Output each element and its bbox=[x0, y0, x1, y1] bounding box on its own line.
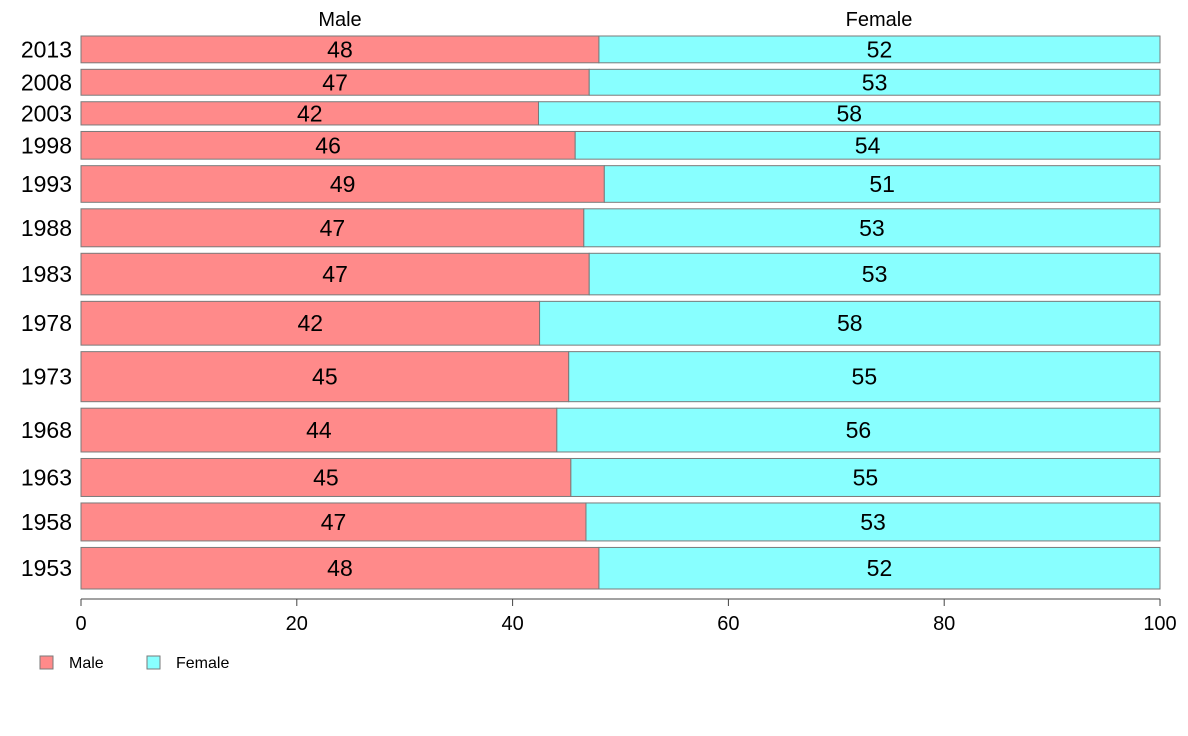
data-label-female-1958: 53 bbox=[860, 509, 886, 535]
x-tick-label-80: 80 bbox=[933, 613, 955, 635]
legend-swatch-female bbox=[146, 655, 161, 670]
bar-male-1998 bbox=[80, 130, 576, 160]
bar-row-1973: 45 55 1973 bbox=[21, 351, 1161, 403]
bar-row-1978: 42 58 1978 bbox=[21, 300, 1161, 346]
data-label-male-2003: 42 bbox=[297, 100, 323, 126]
bar-female-1963 bbox=[570, 457, 1161, 497]
bar-row-1968: 44 56 1968 bbox=[21, 407, 1161, 453]
bar-female-1998 bbox=[574, 130, 1161, 160]
bar-female-2013 bbox=[598, 35, 1161, 64]
category-label-2008: 2008 bbox=[21, 69, 72, 95]
data-label-male-1993: 49 bbox=[330, 171, 356, 197]
column-header-female: Female bbox=[846, 9, 913, 31]
bar-male-1953 bbox=[80, 546, 600, 590]
bar-female-1983 bbox=[588, 252, 1161, 296]
bar-row-1963: 45 55 1963 bbox=[21, 457, 1161, 497]
bar-female-1993 bbox=[603, 165, 1161, 203]
data-label-female-2013: 52 bbox=[867, 36, 893, 62]
data-label-male-1973: 45 bbox=[312, 364, 338, 390]
bar-female-2003 bbox=[537, 101, 1161, 126]
data-label-female-1953: 52 bbox=[867, 555, 893, 581]
bars-group: 48 52 2013 47 53 2008 42 58 2003 46 54 1998 49 51 1993… bbox=[21, 35, 1161, 590]
data-label-male-2008: 47 bbox=[322, 69, 348, 95]
bar-female-1978 bbox=[539, 300, 1161, 346]
category-label-1983: 1983 bbox=[21, 261, 72, 287]
category-label-1963: 1963 bbox=[21, 464, 72, 490]
data-label-male-2013: 48 bbox=[327, 36, 353, 62]
x-tick-label-20: 20 bbox=[286, 613, 308, 635]
bar-row-1993: 49 51 1993 bbox=[21, 165, 1161, 203]
x-tick-label-100: 100 bbox=[1143, 613, 1176, 635]
bar-female-1973 bbox=[568, 351, 1161, 403]
data-label-male-1998: 46 bbox=[315, 132, 341, 158]
data-label-female-1973: 55 bbox=[852, 364, 878, 390]
category-label-1988: 1988 bbox=[21, 215, 72, 241]
data-label-male-1988: 47 bbox=[320, 215, 346, 241]
data-label-female-1978: 58 bbox=[837, 310, 863, 336]
data-label-male-1963: 45 bbox=[313, 464, 339, 490]
category-label-1998: 1998 bbox=[21, 132, 72, 158]
bar-male-2013 bbox=[80, 35, 600, 64]
data-label-female-1998: 54 bbox=[855, 132, 881, 158]
data-label-male-1953: 48 bbox=[327, 555, 353, 581]
bar-male-1958 bbox=[80, 502, 587, 542]
data-label-female-2008: 53 bbox=[862, 69, 888, 95]
legend-label-female: Female bbox=[176, 655, 229, 672]
bar-male-1968 bbox=[80, 407, 558, 453]
category-label-1993: 1993 bbox=[21, 171, 72, 197]
bar-row-2008: 47 53 2008 bbox=[21, 68, 1161, 96]
data-label-male-1968: 44 bbox=[306, 417, 332, 443]
bar-male-2008 bbox=[80, 68, 590, 96]
bar-female-1968 bbox=[556, 407, 1161, 453]
category-label-1968: 1968 bbox=[21, 417, 72, 443]
data-label-female-1968: 56 bbox=[846, 417, 872, 443]
bar-female-1953 bbox=[598, 546, 1161, 590]
category-label-1978: 1978 bbox=[21, 310, 72, 336]
category-label-1958: 1958 bbox=[21, 509, 72, 535]
x-tick-label-40: 40 bbox=[501, 613, 523, 635]
x-tick-label-60: 60 bbox=[717, 613, 739, 635]
data-label-male-1958: 47 bbox=[321, 509, 347, 535]
bar-row-1983: 47 53 1983 bbox=[21, 252, 1161, 296]
data-label-female-1963: 55 bbox=[853, 464, 879, 490]
column-header-male: Male bbox=[318, 9, 361, 31]
data-label-female-1983: 53 bbox=[862, 261, 888, 287]
bar-row-1953: 48 52 1953 bbox=[21, 546, 1161, 590]
category-label-1973: 1973 bbox=[21, 364, 72, 390]
legend-label-male: Male bbox=[69, 655, 104, 672]
x-tick-label-0: 0 bbox=[75, 613, 86, 635]
bar-male-1978 bbox=[80, 300, 541, 346]
data-label-male-1978: 42 bbox=[297, 310, 323, 336]
bar-row-1958: 47 53 1958 bbox=[21, 502, 1161, 542]
category-label-2003: 2003 bbox=[21, 100, 72, 126]
data-label-female-1993: 51 bbox=[869, 171, 895, 197]
bar-male-1983 bbox=[80, 252, 590, 296]
x-axis: 0 20 40 60 80 100 bbox=[75, 598, 1177, 635]
bar-row-2003: 42 58 2003 bbox=[21, 100, 1161, 126]
bar-row-1988: 47 53 1988 bbox=[21, 208, 1161, 248]
category-label-2013: 2013 bbox=[21, 36, 72, 62]
data-label-female-1988: 53 bbox=[859, 215, 885, 241]
data-label-female-2003: 58 bbox=[836, 100, 862, 126]
bar-female-1958 bbox=[585, 502, 1161, 542]
bar-male-1993 bbox=[80, 165, 605, 203]
category-label-1953: 1953 bbox=[21, 555, 72, 581]
legend: Male Female bbox=[39, 655, 229, 672]
data-label-male-1983: 47 bbox=[322, 261, 348, 287]
legend-swatch-male bbox=[39, 655, 54, 670]
bar-female-1988 bbox=[583, 208, 1161, 248]
bar-male-1988 bbox=[80, 208, 585, 248]
bar-row-1998: 46 54 1998 bbox=[21, 130, 1161, 160]
bar-row-2013: 48 52 2013 bbox=[21, 35, 1161, 64]
bar-female-2008 bbox=[588, 68, 1161, 96]
